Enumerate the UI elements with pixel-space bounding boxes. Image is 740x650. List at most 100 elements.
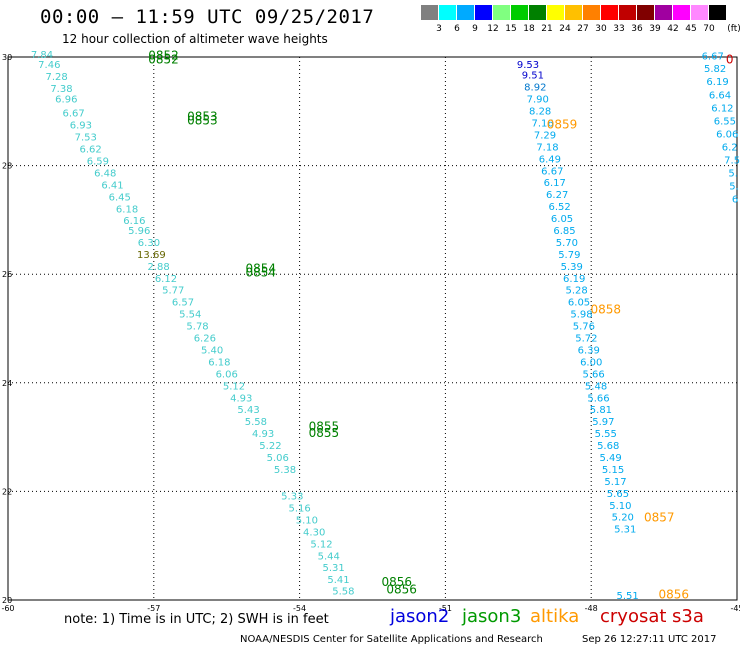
data-point-jason3: 6.06 <box>216 369 238 380</box>
data-point-jason3: 5.10 <box>296 515 318 526</box>
legend-jason3: jason3 <box>462 606 522 627</box>
data-point-jason3: 5.58 <box>245 417 267 428</box>
colorbar-swatch <box>673 5 691 20</box>
data-point-altika: 7.90 <box>527 95 549 106</box>
colorbar-label: 6 <box>454 24 460 34</box>
footer-note: note: 1) Time is in UTC; 2) SWH is in fe… <box>64 612 329 627</box>
colorbar-swatch <box>655 5 673 20</box>
data-point-jason3: 6.18 <box>116 204 138 215</box>
data-point-altika: 5.66 <box>582 369 604 380</box>
data-point-altika: 5.28 <box>565 286 587 297</box>
data-point-jason3: 5.96 <box>128 226 150 237</box>
data-point-jason3: 5.33 <box>281 492 303 503</box>
x-tick-label: -45 <box>730 604 740 613</box>
data-point-altika: 6.05 <box>568 298 590 309</box>
data-point-jason3: 7.28 <box>45 72 67 83</box>
track-time-label: 0854 <box>245 265 276 279</box>
colorbar-swatch <box>709 5 727 20</box>
data-point-altika: 5.76 <box>573 322 595 333</box>
data-point-jason3: 5.06 <box>267 453 289 464</box>
data-point-jason3: 6.59 <box>87 157 109 168</box>
data-point-jason3: 5.41 <box>327 575 349 586</box>
y-tick-label: 30 <box>2 53 12 62</box>
data-point-altika: 5.48 <box>585 381 607 392</box>
track-time-label: 0856 <box>659 587 690 601</box>
data-point-altika: 6.27 <box>546 190 568 201</box>
colorbar-label: 18 <box>523 24 535 34</box>
data-point-altika: 5.55 <box>595 429 617 440</box>
data-point-altika: 6.00 <box>580 357 602 368</box>
data-point-altika: 7.29 <box>534 130 556 141</box>
colorbar-label: 9 <box>472 24 478 34</box>
data-point-jason3: 6.41 <box>101 180 123 191</box>
data-point-cryosat: 6.67 <box>702 52 724 63</box>
data-point-cryosat: 6.2 <box>722 142 738 153</box>
data-point-jason3: 4.30 <box>303 527 325 538</box>
data-point-jason3: 6.16 <box>123 216 145 227</box>
data-point-jason3: 5.54 <box>179 310 201 321</box>
data-point-jason3: 6.57 <box>172 298 194 309</box>
y-tick-label: 20 <box>2 596 12 605</box>
data-point-altika: 5.10 <box>609 501 631 512</box>
data-point-cryosat: 6.64 <box>709 90 731 101</box>
data-point-altika: 5.98 <box>570 310 592 321</box>
colorbar-swatch <box>547 5 565 20</box>
colorbar-unit: (ft) <box>727 24 740 34</box>
data-point-jason3: 6.12 <box>155 274 177 285</box>
footer-timestamp: Sep 26 12:27:11 UTC 2017 <box>582 634 717 645</box>
data-point-jason3: 7.38 <box>50 84 72 95</box>
data-point-jason3: 5.58 <box>332 587 354 598</box>
track-time-label: 0856 <box>386 582 417 596</box>
data-point-altika: 6.17 <box>544 178 566 189</box>
data-point-altika: 5.79 <box>558 250 580 261</box>
data-point-altika: 5.15 <box>602 465 624 476</box>
x-tick-label: -60 <box>1 604 14 613</box>
data-point-jason3: 5.16 <box>288 503 310 514</box>
colorbar-label: 42 <box>667 24 679 34</box>
data-point-jason3: 6.26 <box>194 334 216 345</box>
data-point-jason3: 5.77 <box>162 286 184 297</box>
colorbar-label: 21 <box>541 24 553 34</box>
data-point-jason3: 7.53 <box>75 133 97 144</box>
data-point-cryosat: 6.55 <box>714 116 736 127</box>
colorbar-swatch <box>619 5 637 20</box>
x-tick-label: -51 <box>439 604 452 613</box>
colorbar-label: 27 <box>577 24 589 34</box>
track-time-label: 0852 <box>148 53 179 67</box>
data-point-cryosat: 7.5 <box>724 155 740 166</box>
legend-s3a: s3a <box>672 606 704 627</box>
data-point-cryosat: 5. <box>728 168 738 179</box>
data-point-altika: 5.31 <box>614 525 636 536</box>
data-point-altika: 6.19 <box>563 274 585 285</box>
data-point-altika: 7.16 <box>531 119 553 130</box>
page-subtitle: 12 hour collection of altimeter wave hei… <box>62 32 328 46</box>
data-point-jason3: 6.96 <box>55 95 77 106</box>
track-time-label: 0853 <box>187 110 218 124</box>
data-point-altika: 6.39 <box>578 345 600 356</box>
data-point-altika: 5.51 <box>617 591 639 602</box>
data-point-altika: 5.17 <box>604 477 626 488</box>
colorbar-label: 30 <box>595 24 607 34</box>
colorbar-label: 39 <box>649 24 661 34</box>
data-point-altika: 8.92 <box>524 83 546 94</box>
colorbar-swatch <box>439 5 457 20</box>
data-point-cryosat: 6 <box>732 195 738 206</box>
colorbar-swatch <box>457 5 475 20</box>
data-point-altika: 6.05 <box>551 214 573 225</box>
track-time-label: 0854 <box>245 262 276 276</box>
colorbar-swatch <box>421 5 439 20</box>
data-point-altika: 5.65 <box>607 489 629 500</box>
colorbar-label: 33 <box>613 24 625 34</box>
track-time-label: 0859 <box>547 118 578 132</box>
data-point-jason3: 4.93 <box>252 429 274 440</box>
track-time-label: 0855 <box>309 420 340 434</box>
data-point-altika: 5.81 <box>590 405 612 416</box>
data-point-jason3: 6.67 <box>62 109 84 120</box>
data-point-jason3: 7.46 <box>38 60 60 71</box>
colorbar-swatch <box>475 5 493 20</box>
data-point-jason3: 5.78 <box>186 322 208 333</box>
colorbar-swatch <box>691 5 709 20</box>
data-point-altika: 6.67 <box>541 166 563 177</box>
data-point-cryosat: 6.12 <box>711 103 733 114</box>
